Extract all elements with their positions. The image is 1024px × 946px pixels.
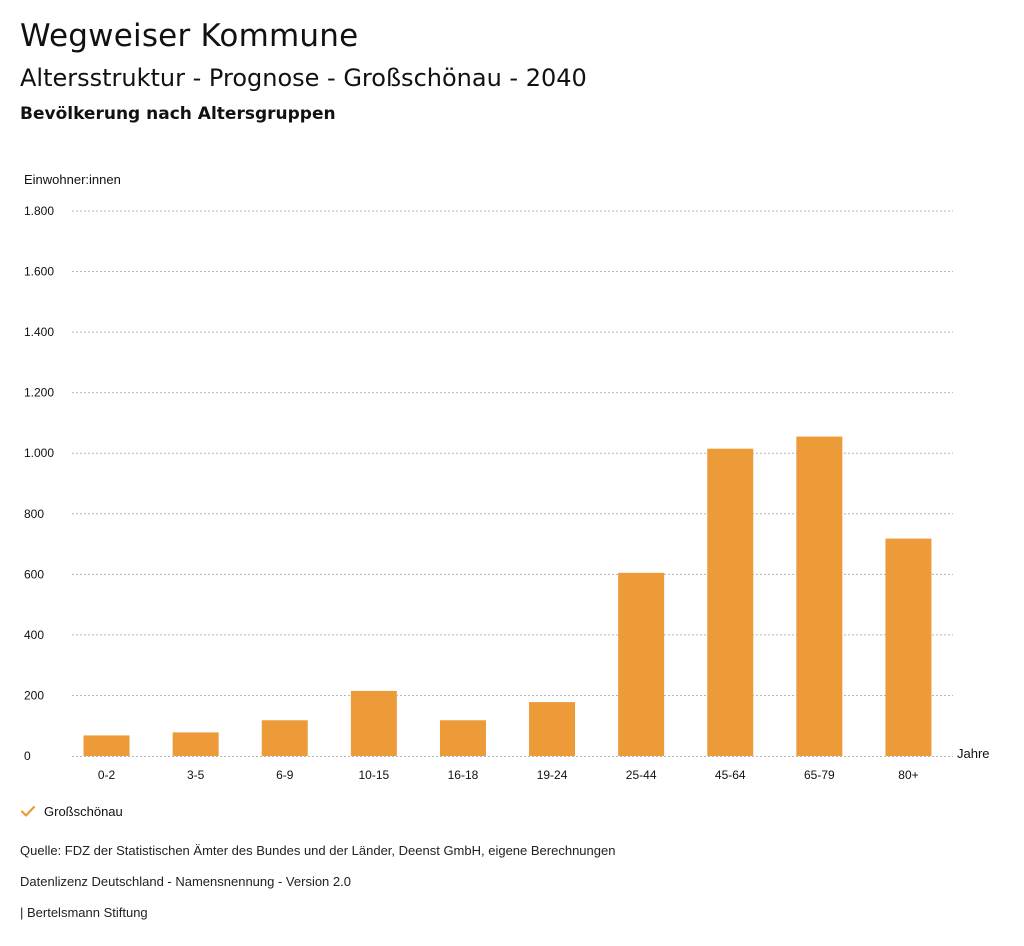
x-axis-label: Jahre	[957, 746, 990, 761]
x-tick-label: 65-79	[804, 768, 835, 782]
x-tick-label: 0-2	[98, 768, 116, 782]
y-tick-label: 800	[24, 507, 44, 521]
x-tick-label: 45-64	[715, 768, 746, 782]
chart-heading: Bevölkerung nach Altersgruppen	[20, 104, 336, 124]
bar[interactable]	[885, 538, 932, 756]
y-tick-label: 1.200	[24, 386, 54, 400]
bar-chart: Einwohner:innen 0 200 400 600 800 1.000 1.200 1.…	[24, 172, 990, 782]
bar[interactable]	[261, 720, 308, 756]
y-axis-label: Einwohner:innen	[24, 172, 121, 187]
bar[interactable]	[707, 448, 754, 756]
x-tick-label: 10-15	[358, 768, 389, 782]
y-tick-label: 400	[24, 628, 44, 642]
bar[interactable]	[529, 702, 576, 756]
bar[interactable]	[796, 436, 843, 756]
bar[interactable]	[83, 735, 130, 756]
y-tick-label: 1.400	[24, 325, 54, 339]
y-tick-label: 1.600	[24, 265, 54, 279]
legend-item-grossschoenau[interactable]: Großschönau	[20, 803, 123, 819]
bar[interactable]	[439, 720, 486, 756]
y-tick-label: 200	[24, 688, 44, 702]
page-title: Wegweiser Kommune	[20, 18, 359, 54]
bar[interactable]	[350, 690, 397, 756]
x-tick-label: 16-18	[448, 768, 479, 782]
bar[interactable]	[172, 732, 219, 756]
x-tick-label: 19-24	[537, 768, 568, 782]
page-subtitle: Altersstruktur - Prognose - Großschönau …	[20, 64, 587, 92]
source-text: Quelle: FDZ der Statistischen Ämter des …	[20, 843, 616, 858]
y-tick-label: 0	[24, 749, 31, 763]
y-tick-label: 600	[24, 567, 44, 581]
x-tick-label: 80+	[898, 768, 918, 782]
license-text: Datenlizenz Deutschland - Namensnennung …	[20, 874, 351, 889]
y-tick-label: 1.800	[24, 204, 54, 218]
x-tick-label: 3-5	[187, 768, 205, 782]
x-tick-label: 25-44	[626, 768, 657, 782]
legend-label: Großschönau	[44, 803, 123, 819]
credit-text: | Bertelsmann Stiftung	[20, 905, 148, 920]
y-tick-label: 1.000	[24, 446, 54, 460]
bar[interactable]	[618, 572, 665, 756]
check-icon	[20, 805, 36, 817]
x-tick-label: 6-9	[276, 768, 294, 782]
chart-area: Einwohner:innen 0 200 400 600 800 1.000 1.200 1.…	[0, 160, 1024, 800]
